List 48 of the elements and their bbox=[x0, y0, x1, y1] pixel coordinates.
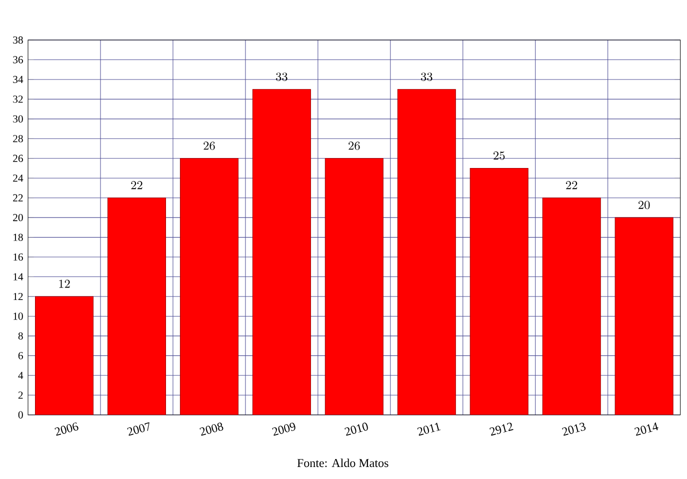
x-tick-label: 2008 bbox=[200, 422, 224, 436]
bar bbox=[107, 198, 166, 415]
x-tick-label: 2011 bbox=[417, 422, 441, 436]
bar bbox=[542, 198, 601, 415]
y-tick-label: 38 bbox=[13, 36, 23, 44]
y-tick-label: 4 bbox=[18, 372, 24, 379]
bar bbox=[614, 217, 674, 415]
data-label: 25 bbox=[494, 152, 505, 160]
x-tick-label: 2006 bbox=[54, 422, 78, 436]
y-tick-label: 28 bbox=[13, 135, 23, 142]
data-label: 20 bbox=[638, 200, 650, 210]
bar bbox=[397, 89, 456, 415]
y-tick-label: 16 bbox=[14, 253, 23, 261]
y-tick-label: 14 bbox=[14, 273, 24, 280]
y-tick-label: 0 bbox=[18, 411, 23, 419]
bar bbox=[252, 89, 311, 415]
x-tick-label: 2010 bbox=[344, 422, 368, 436]
x-tick-label: 2009 bbox=[272, 422, 296, 436]
y-tick-label: 22 bbox=[13, 194, 23, 202]
y-tick-label: 24 bbox=[13, 174, 24, 182]
data-label: 26 bbox=[204, 142, 215, 150]
x-tick-label: 2912 bbox=[490, 422, 514, 436]
y-tick-label: 6 bbox=[18, 352, 23, 360]
y-tick-label: 36 bbox=[13, 56, 23, 64]
x-tick-label: 2013 bbox=[562, 422, 586, 436]
data-label: 33 bbox=[420, 72, 432, 81]
y-tick-label: 34 bbox=[13, 76, 24, 84]
x-tick-label: 2007 bbox=[127, 422, 150, 436]
source-note: Fonte: Aldo Matos bbox=[297, 458, 388, 468]
bar bbox=[470, 168, 528, 415]
y-tick-label: 8 bbox=[18, 332, 23, 340]
data-label: 22 bbox=[131, 181, 142, 190]
bar bbox=[324, 158, 384, 415]
y-tick-label: 2 bbox=[18, 392, 23, 399]
x-tick-label: 2014 bbox=[634, 422, 658, 436]
bar bbox=[180, 158, 238, 415]
bar bbox=[34, 296, 94, 415]
data-label: 12 bbox=[59, 280, 70, 288]
y-tick-label: 32 bbox=[13, 96, 23, 103]
y-tick-label: 26 bbox=[13, 154, 23, 162]
data-label: 33 bbox=[276, 72, 288, 81]
y-tick-label: 18 bbox=[14, 234, 23, 241]
data-label: 26 bbox=[348, 142, 360, 150]
data-label: 22 bbox=[566, 181, 578, 190]
y-tick-label: 10 bbox=[14, 312, 23, 320]
y-tick-label: 20 bbox=[13, 214, 23, 222]
y-tick-label: 30 bbox=[13, 115, 23, 123]
y-tick-label: 12 bbox=[14, 292, 23, 300]
